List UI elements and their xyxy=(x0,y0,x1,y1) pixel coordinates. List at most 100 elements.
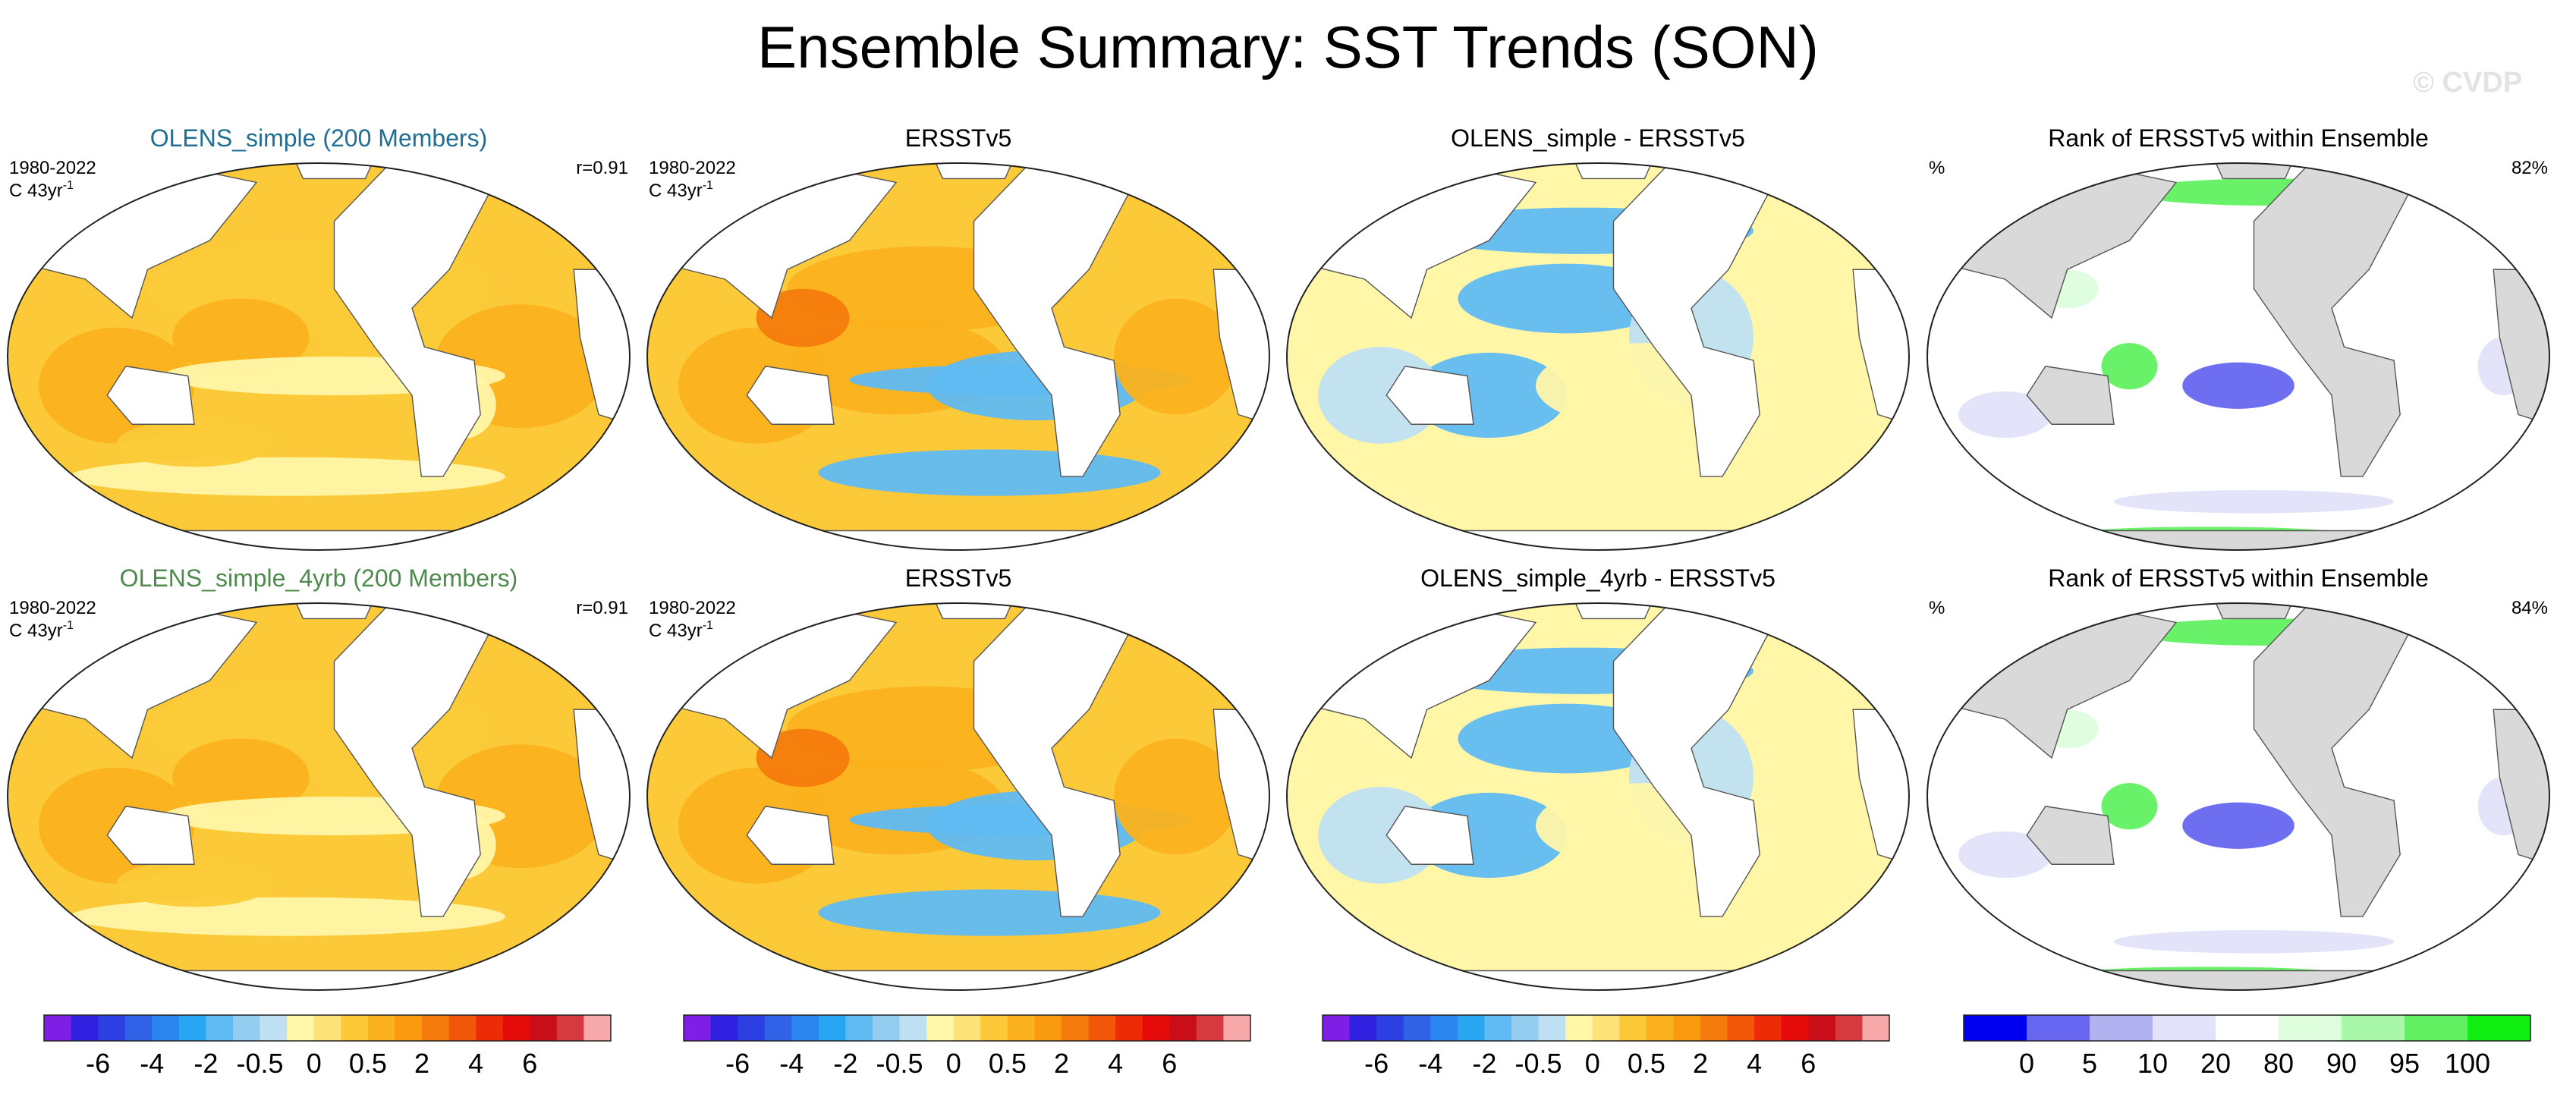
land-0-0-0 xyxy=(333,163,491,477)
colorbar-diff-label-4: 0 xyxy=(1585,1048,1600,1079)
colorbar-diff-label-3: -0.5 xyxy=(1515,1048,1562,1079)
colorbar-obs-box-14 xyxy=(1062,1015,1090,1041)
panel-title-0-3: Rank of ERSSTv5 within Ensemble xyxy=(2048,124,2429,152)
map-1-2 xyxy=(1287,603,1909,990)
panel-title-0-2: OLENS_simple - ERSSTv5 xyxy=(1451,124,1745,152)
colorbar-obs-box-16 xyxy=(1115,1015,1143,1041)
colorbar-trend-box-14 xyxy=(422,1015,450,1041)
land-0-1-0 xyxy=(973,163,1131,477)
field-blob-0-3-1 xyxy=(2182,362,2294,409)
colorbar-trend-box-7 xyxy=(233,1015,261,1041)
colorbar-rank-label-3: 20 xyxy=(2200,1048,2231,1079)
land-1-1-2 xyxy=(746,805,835,865)
field-blob-0-3-2 xyxy=(2101,343,2158,390)
colorbar-trend-box-10 xyxy=(313,1015,341,1041)
field-blob-0-1-6 xyxy=(1114,298,1238,415)
map-border-0-3 xyxy=(1926,162,2550,551)
land-0-3-5 xyxy=(2206,163,2302,180)
colorbar-trend-label-3: -0.5 xyxy=(237,1048,284,1079)
land-0-0-2 xyxy=(106,365,195,425)
colorbar-diff-box-10 xyxy=(1592,1015,1620,1041)
map-1-3 xyxy=(1927,603,2549,990)
colorbar-rank-box-8 xyxy=(2467,1015,2531,1041)
colorbar-obs-box-8 xyxy=(899,1015,927,1041)
field-blob-1-3-5 xyxy=(2114,929,2394,954)
colorbar-diff-box-3 xyxy=(1403,1015,1431,1041)
main-title: Ensemble Summary: SST Trends (SON) xyxy=(757,14,1819,80)
panel-title-1-3: Rank of ERSSTv5 within Ensemble xyxy=(2048,564,2429,592)
panel-title-1-0: OLENS_simple_4yrb (200 Members) xyxy=(120,564,518,592)
colorbar-rank-box-2 xyxy=(2090,1015,2153,1041)
colorbar-trend-box-8 xyxy=(259,1015,288,1041)
field-blob-0-3-5 xyxy=(2114,489,2394,514)
colorbar-diff-box-1 xyxy=(1349,1015,1377,1041)
colorbar-rank-label-2: 10 xyxy=(2137,1048,2168,1079)
colorbar-diff-box-20 xyxy=(1862,1015,1890,1041)
colorbar-obs-box-4 xyxy=(791,1015,819,1041)
colorbar-trend-box-11 xyxy=(341,1015,369,1041)
colorbar-obs-label-4: 0 xyxy=(946,1048,961,1079)
field-blob-1-2-7 xyxy=(1754,748,1878,865)
colorbar-obs-box-13 xyxy=(1034,1015,1062,1041)
colorbar-trend-box-15 xyxy=(448,1015,477,1041)
colorbar-rank-label-1: 5 xyxy=(2082,1048,2097,1079)
colorbar-trend-box-17 xyxy=(502,1015,530,1041)
map-0-0 xyxy=(8,163,630,550)
field-blob-0-2-5 xyxy=(1536,434,1816,492)
land-0-1-5 xyxy=(926,163,1022,180)
colorbar-obs-label-0: -6 xyxy=(725,1048,750,1079)
colorbar-obs-box-12 xyxy=(1007,1015,1035,1041)
colorbar-diff-box-2 xyxy=(1376,1015,1404,1041)
map-1-0 xyxy=(8,603,630,990)
panel-units-sup-0-1: -1 xyxy=(703,179,713,192)
panel-title-1-2: OLENS_simple_4yrb - ERSSTv5 xyxy=(1420,564,1776,592)
colorbar-trend-label-1: -4 xyxy=(140,1048,164,1079)
colorbar-trend-label-6: 2 xyxy=(414,1048,429,1079)
map-0-1 xyxy=(647,163,1269,550)
colorbar-diff-box-9 xyxy=(1565,1015,1593,1041)
land-1-0-2 xyxy=(106,805,195,865)
colorbar-diff-label-2: -2 xyxy=(1472,1048,1496,1079)
map-0-2 xyxy=(1287,163,1909,550)
panel-stat-0-3: 82% xyxy=(2512,158,2548,178)
colorbar-diff-label-6: 2 xyxy=(1693,1048,1708,1079)
panel-units-sup-1-0: -1 xyxy=(63,619,74,632)
colorbar-diff-box-4 xyxy=(1430,1015,1458,1041)
land-0-3-2 xyxy=(2026,365,2115,425)
field-blob-1-3-1 xyxy=(2182,802,2294,849)
panel-title-1-1: ERSSTv5 xyxy=(905,564,1011,592)
map-border-0-0 xyxy=(7,162,631,551)
colorbar-trend-label-8: 6 xyxy=(522,1048,537,1079)
colorbar-obs-box-19 xyxy=(1196,1015,1224,1041)
colorbar-diff-label-0: -6 xyxy=(1364,1048,1389,1079)
colorbar-obs-box-3 xyxy=(764,1015,792,1041)
land-1-2-2 xyxy=(1386,805,1474,865)
colorbar-diff-box-11 xyxy=(1619,1015,1647,1041)
panel-period-1-0: 1980-2022 xyxy=(9,598,96,618)
panel-units-0-1: C 43yr-1 xyxy=(649,179,713,201)
colorbar-diff-label-7: 4 xyxy=(1747,1048,1762,1079)
colorbar-obs-box-9 xyxy=(926,1015,955,1041)
field-blob-0-2-7 xyxy=(1754,308,1878,425)
colorbar-obs-box-0 xyxy=(684,1015,712,1041)
panel-stat-1-0: r=0.91 xyxy=(576,598,628,618)
colorbar-diff-box-13 xyxy=(1673,1015,1701,1041)
colorbar-trend-box-5 xyxy=(178,1015,206,1041)
field-blob-1-1-6 xyxy=(1114,738,1238,855)
colorbar-obs-label-2: -2 xyxy=(833,1048,857,1079)
colorbar-obs-label-5: 0.5 xyxy=(989,1048,1027,1079)
colorbar-diff-label-1: -4 xyxy=(1418,1048,1442,1079)
field-blob-1-0-8 xyxy=(116,860,272,907)
colorbar-rank-label-4: 80 xyxy=(2263,1048,2294,1079)
colorbar-trend-box-19 xyxy=(556,1015,584,1041)
colorbar-rank-box-3 xyxy=(2153,1015,2216,1041)
colorbar-obs-box-18 xyxy=(1169,1015,1197,1041)
colorbar-rank-label-6: 95 xyxy=(2389,1048,2420,1079)
colorbar-trend-label-4: 0 xyxy=(307,1048,322,1079)
colorbar-obs-label-3: -0.5 xyxy=(876,1048,923,1079)
map-border-1-2 xyxy=(1286,602,1910,991)
field-blob-1-1-7 xyxy=(756,728,850,787)
land-1-0-0 xyxy=(333,603,491,917)
colorbar-trend-label-2: -2 xyxy=(193,1048,218,1079)
colorbar-trend-box-9 xyxy=(287,1015,315,1041)
